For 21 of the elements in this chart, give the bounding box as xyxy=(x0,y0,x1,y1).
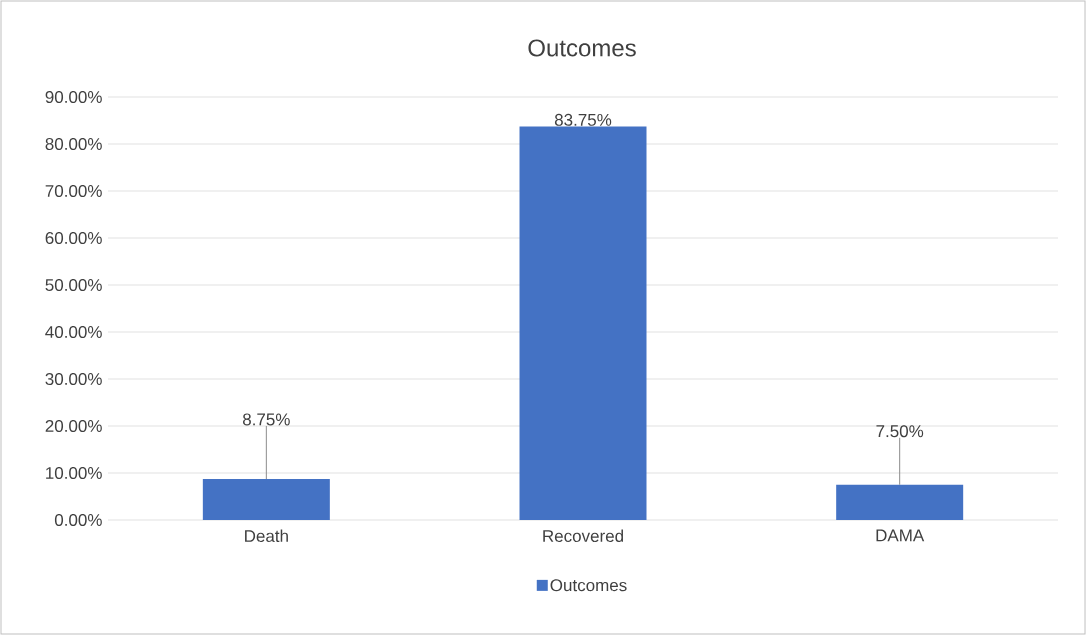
x-tick-label: Recovered xyxy=(543,529,623,543)
bar xyxy=(519,126,647,520)
y-tick-label: 90.00% xyxy=(45,90,102,104)
data-label: 83.75% xyxy=(554,113,612,126)
data-label: 7.50% xyxy=(876,425,924,438)
x-tick-label: DAMA xyxy=(876,529,925,542)
chart-title: Outcomes xyxy=(528,39,636,57)
y-tick-label: 60.00% xyxy=(45,231,102,245)
bar xyxy=(836,484,964,520)
y-tick-label: 20.00% xyxy=(45,419,102,433)
bar xyxy=(202,478,330,520)
y-tick-label: 0.00% xyxy=(54,513,102,527)
y-tick-label: 80.00% xyxy=(45,137,102,151)
y-tick-label: 50.00% xyxy=(45,278,102,292)
y-tick-label: 70.00% xyxy=(45,184,102,198)
data-label: 8.75% xyxy=(242,413,290,426)
y-tick-label: 10.00% xyxy=(46,466,102,480)
y-tick-label: 30.00% xyxy=(45,372,102,386)
x-tick-label: Death xyxy=(245,529,288,543)
y-tick-label: 40.00% xyxy=(45,325,102,339)
legend-label: Outcomes xyxy=(550,579,627,592)
